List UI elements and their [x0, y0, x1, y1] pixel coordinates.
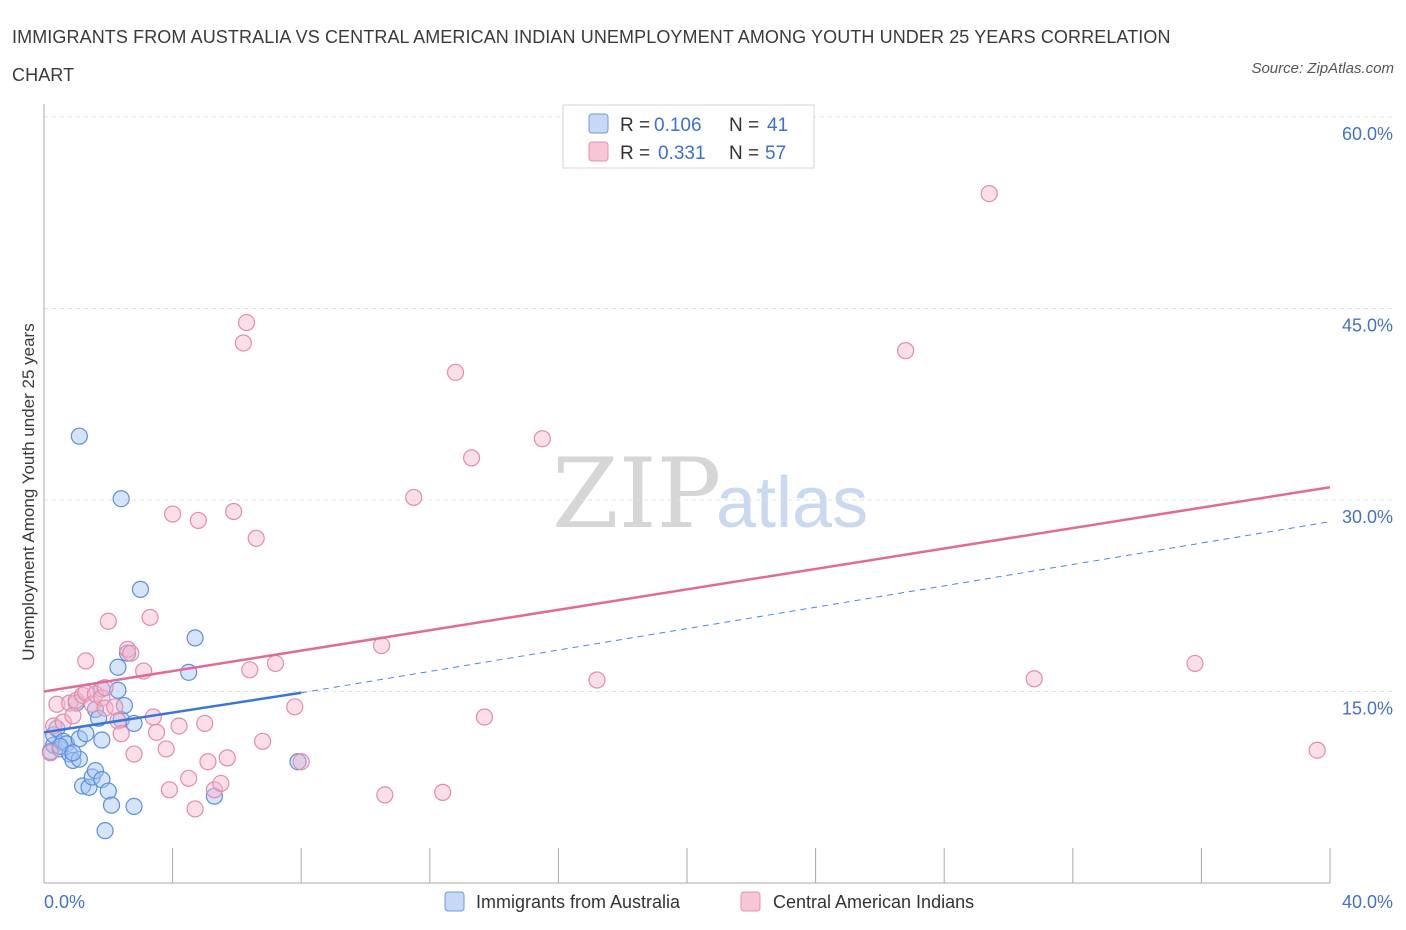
central-american-point	[446, 363, 465, 381]
australia-point	[99, 782, 117, 800]
central-american-point	[64, 707, 82, 725]
central-american-point	[77, 652, 95, 670]
legend-n-label-2: N =	[729, 143, 759, 164]
legend-n-value-2: 57	[765, 143, 786, 164]
central-american-point	[588, 671, 606, 689]
series-australia-points	[41, 427, 307, 840]
central-american-point	[1186, 654, 1204, 673]
central-american-point	[205, 781, 223, 799]
central-american-point	[196, 714, 214, 733]
central-american-point	[106, 698, 124, 716]
australia-trend-line	[43, 691, 302, 734]
australia-point	[109, 658, 127, 676]
top-legend: R = 0.106 N = 41 R = 0.331 N = 57	[562, 104, 815, 169]
australia-point	[112, 490, 130, 508]
central-american-point	[234, 334, 252, 352]
central-american-point	[434, 783, 452, 801]
central-american-point	[237, 313, 256, 332]
central-american-point	[286, 698, 304, 716]
y-tick-label: 60.0%	[1342, 124, 1393, 144]
x-tick-label-max: 40.0%	[1342, 892, 1393, 912]
central-american-point	[93, 689, 111, 707]
australia-point	[86, 762, 105, 780]
australia-point	[131, 580, 150, 598]
central-american-point	[186, 800, 204, 818]
watermark-atlas: atlas	[716, 463, 868, 543]
central-american-point	[112, 725, 130, 743]
central-american-point	[99, 612, 117, 630]
central-american-point	[212, 774, 230, 793]
bottom-legend-label-1: Immigrants from Australia	[476, 892, 681, 912]
central-american-point	[292, 753, 310, 771]
central-american-point	[160, 781, 178, 799]
central-american-trend-line	[43, 485, 1331, 693]
central-american-point	[41, 744, 60, 762]
gridlines	[44, 116, 1393, 692]
australia-point	[102, 796, 121, 814]
central-american-point	[157, 740, 175, 758]
central-american-point	[980, 185, 998, 203]
legend-swatch-pink	[588, 141, 609, 162]
central-american-point	[180, 769, 198, 787]
central-american-point	[125, 745, 143, 763]
central-american-point	[533, 430, 551, 448]
legend-n-value-1: 41	[767, 115, 788, 136]
central-american-point	[141, 608, 159, 627]
australia-point	[64, 744, 82, 762]
x-tick-label-min: 0.0%	[44, 892, 85, 912]
central-american-point	[266, 654, 285, 673]
central-american-point	[170, 717, 188, 735]
central-american-point	[147, 723, 166, 741]
bottom-legend-swatch-blue	[444, 891, 465, 912]
y-tick-label: 30.0%	[1342, 507, 1393, 527]
australia-point	[125, 797, 143, 816]
bottom-legend: Immigrants from Australia Central Americ…	[444, 891, 974, 912]
central-american-point	[218, 749, 236, 767]
australia-point	[80, 778, 98, 796]
central-american-point	[83, 695, 101, 713]
legend-r-value-1: 0.106	[654, 115, 702, 136]
y-axis-label: Unemployment Among Youth under 25 years	[19, 323, 38, 660]
central-american-point	[475, 708, 494, 726]
legend-r-value-2: 0.331	[658, 143, 706, 164]
australia-point	[93, 731, 111, 749]
central-american-point	[1308, 741, 1326, 759]
central-american-point	[247, 529, 265, 547]
australia-point	[70, 750, 88, 768]
central-american-point	[225, 502, 243, 521]
australia-point	[186, 629, 204, 647]
australia-point	[96, 822, 114, 840]
legend-n-label-1: N =	[729, 115, 759, 136]
central-american-point	[199, 753, 217, 771]
y-tick-labels: 15.0% 30.0% 45.0% 60.0%	[1342, 124, 1393, 719]
australia-point	[70, 427, 88, 445]
central-american-point	[241, 661, 259, 679]
central-american-point	[48, 695, 66, 713]
x-ticks	[43, 848, 1331, 883]
watermark-zip: ZIP	[552, 438, 721, 550]
bottom-legend-label-2: Central American Indians	[773, 892, 974, 912]
chart-source: Source: ZipAtlas.com	[1251, 60, 1394, 77]
bottom-legend-swatch-pink	[740, 891, 761, 912]
australia-point	[109, 681, 127, 699]
central-american-point	[897, 342, 915, 360]
central-american-point	[164, 505, 182, 523]
trend-lines	[43, 485, 1331, 734]
central-american-point	[405, 488, 423, 507]
australia-trend-extension	[301, 521, 1331, 694]
central-american-point	[189, 511, 207, 530]
central-american-point	[122, 644, 140, 662]
y-tick-label: 15.0%	[1342, 699, 1393, 719]
legend-r-label-2: R =	[620, 143, 650, 164]
legend-r-label-1: R =	[620, 115, 650, 136]
chart-title: IMMIGRANTS FROM AUSTRALIA VS CENTRAL AME…	[12, 27, 1171, 85]
y-tick-label: 45.0%	[1342, 316, 1393, 336]
central-american-point	[254, 732, 272, 750]
central-american-point	[462, 449, 481, 467]
legend-swatch-blue	[588, 113, 609, 134]
central-american-point	[376, 786, 394, 804]
central-american-point	[1025, 670, 1043, 688]
